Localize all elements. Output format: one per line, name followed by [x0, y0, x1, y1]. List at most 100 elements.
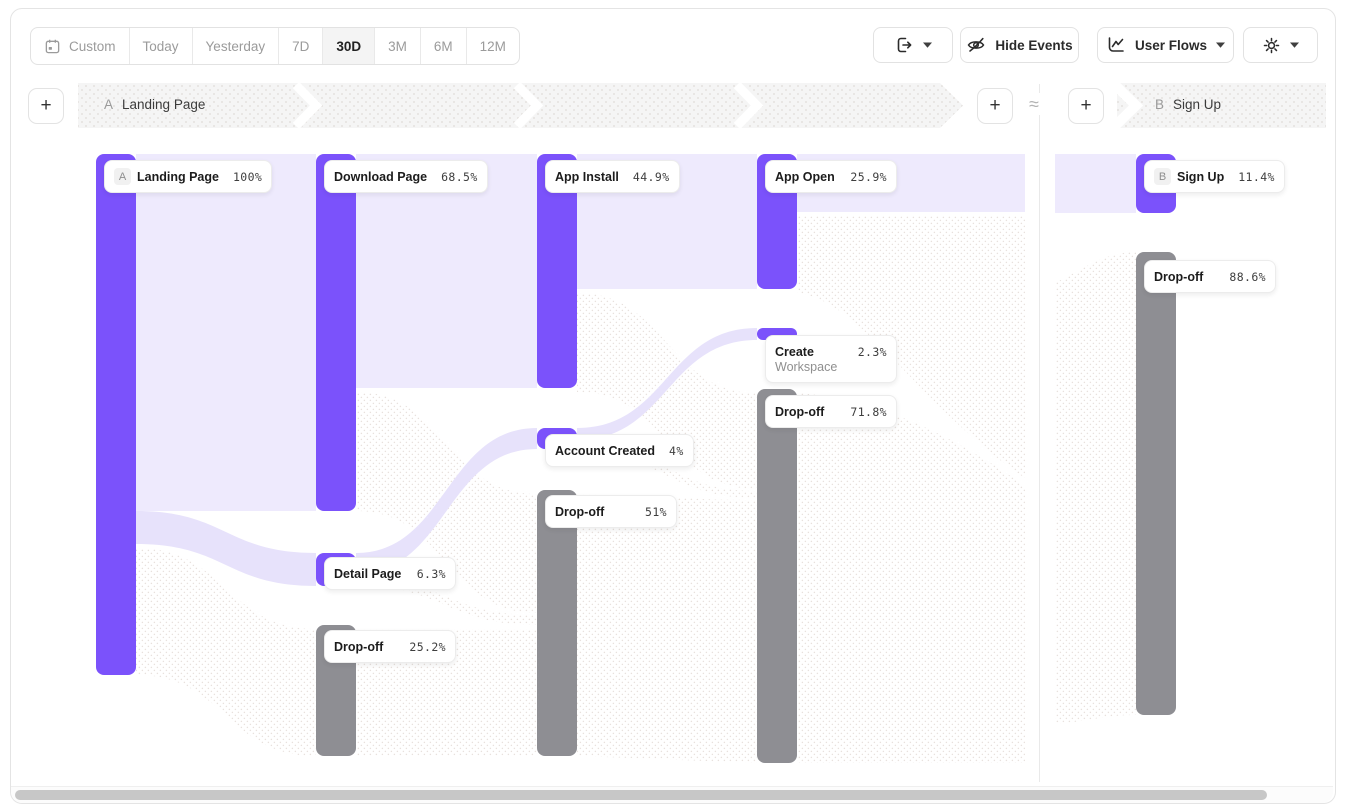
date-range-3m[interactable]: 3M: [374, 28, 420, 64]
flow-in-to-dropoff-b: [1055, 252, 1136, 724]
node-name-line2: Workspace: [775, 359, 838, 374]
date-range-6m[interactable]: 6M: [419, 28, 466, 64]
funnel-b-header-band[interactable]: [1110, 80, 1326, 131]
eye-off-icon: [967, 37, 985, 52]
flow-account-to-workspace: [577, 328, 757, 440]
gear-icon: [1263, 37, 1280, 53]
node-bar-dropoff-2[interactable]: [537, 490, 577, 756]
funnel-b-letter: B: [1155, 97, 1165, 112]
node-percent: 2.3%: [857, 344, 887, 359]
add-step-button-left[interactable]: +: [28, 88, 64, 124]
node-label-detail-page[interactable]: Detail Page 6.3%: [324, 557, 456, 590]
flow-in-to-signup: [1055, 154, 1136, 213]
node-percent: 100%: [232, 169, 263, 184]
node-label-account-created[interactable]: Account Created 4%: [545, 434, 694, 467]
node-percent: 68.5%: [441, 169, 478, 184]
funnel-a-header[interactable]: A Landing Page: [104, 97, 205, 112]
node-bar-landing-page[interactable]: [96, 154, 136, 675]
node-name: Download Page: [334, 169, 428, 184]
flow-dropoff-out: [797, 393, 1025, 763]
date-range-custom[interactable]: Custom: [31, 28, 129, 64]
flow-appinstall-to-dropoff: [577, 293, 757, 489]
node-name: App Open: [775, 169, 835, 184]
approx-symbol: ≈: [1026, 93, 1042, 115]
node-percent: 25.2%: [409, 639, 446, 654]
node-name: Landing Page: [137, 169, 219, 184]
calendar-icon: [45, 39, 60, 53]
node-percent: 44.9%: [632, 169, 670, 184]
header-chevron-separator: [513, 81, 544, 130]
add-step-button-mid[interactable]: +: [977, 88, 1013, 124]
date-range-today[interactable]: Today: [128, 28, 192, 64]
view-selector-label: User Flows: [1134, 37, 1208, 53]
node-name: Sign Up: [1177, 169, 1225, 184]
funnel-b-header[interactable]: B Sign Up: [1155, 97, 1221, 112]
node-percent: 88.6%: [1229, 269, 1266, 284]
funnel-a-badge: A: [114, 168, 131, 185]
flow-landing-to-detail: [136, 511, 316, 586]
node-label-sign-up[interactable]: B Sign Up 11.4%: [1144, 160, 1285, 193]
add-step-button-right[interactable]: +: [1068, 88, 1104, 124]
node-percent: 25.9%: [850, 169, 887, 184]
node-name: Drop-off: [334, 639, 384, 654]
node-percent: 6.3%: [416, 566, 446, 581]
view-selector-button[interactable]: User Flows: [1097, 27, 1234, 63]
funnel-a-header-band[interactable]: [78, 81, 963, 130]
node-name: Detail Page: [334, 566, 402, 581]
caret-down-icon: [1290, 42, 1299, 48]
flow-landing-to-download: [136, 154, 316, 511]
horizontal-scrollbar-thumb[interactable]: [15, 790, 1267, 800]
flow-chart-icon: [1108, 37, 1124, 52]
node-percent: 71.8%: [850, 404, 887, 419]
date-range-12m[interactable]: 12M: [465, 28, 519, 64]
funnel-a-letter: A: [104, 97, 114, 112]
node-name: Drop-off: [775, 404, 825, 419]
settings-button[interactable]: [1243, 27, 1318, 63]
conversion-flows: [136, 154, 1136, 586]
header-chevron-separator: [292, 81, 323, 130]
export-icon: [897, 37, 912, 53]
header-chevron-separator: [733, 81, 764, 130]
node-label-dropoff-b[interactable]: Drop-off 88.6%: [1144, 260, 1276, 293]
export-button[interactable]: [873, 27, 953, 63]
funnel-b-badge: B: [1154, 168, 1171, 185]
node-name: Drop-off: [1154, 269, 1204, 284]
flow-landing-to-dropoff: [136, 548, 316, 756]
flow-detail-to-account: [356, 428, 537, 574]
node-name: Account Created: [555, 443, 656, 458]
funnel-a-label: Landing Page: [122, 97, 206, 112]
horizontal-scrollbar-track[interactable]: [11, 786, 1333, 803]
hide-events-label: Hide Events: [995, 37, 1073, 53]
caret-down-icon: [1216, 42, 1226, 48]
node-name: Drop-off: [555, 504, 605, 519]
node-label-dropoff-2[interactable]: Drop-off 51%: [545, 495, 677, 528]
hide-events-button[interactable]: Hide Events: [960, 27, 1079, 63]
flow-dropoff-continue-2: [577, 494, 757, 763]
date-range-selector: Custom Today Yesterday 7D 30D 3M 6M 12M: [30, 27, 520, 65]
date-range-label: Custom: [69, 38, 116, 54]
node-label-app-open[interactable]: App Open 25.9%: [765, 160, 897, 193]
node-bar-app-install[interactable]: [537, 154, 577, 388]
node-label-download-page[interactable]: Download Page 68.5%: [324, 160, 488, 193]
node-name: App Install: [555, 169, 619, 184]
node-label-app-install[interactable]: App Install 44.9%: [545, 160, 680, 193]
funnel-b-label: Sign Up: [1173, 97, 1222, 112]
node-label-create-workspace[interactable]: Create 2.3% Workspace: [765, 335, 897, 383]
flow-download-to-appinstall: [356, 154, 537, 388]
node-bar-dropoff-b[interactable]: [1136, 252, 1176, 715]
date-range-yesterday[interactable]: Yesterday: [191, 28, 279, 64]
node-bar-download-page[interactable]: [316, 154, 356, 511]
node-name: Create: [775, 344, 814, 359]
node-label-dropoff-3[interactable]: Drop-off 71.8%: [765, 395, 897, 428]
node-percent: 4%: [669, 443, 684, 458]
node-label-landing-page[interactable]: A Landing Page 100%: [104, 160, 273, 193]
node-label-dropoff-1[interactable]: Drop-off 25.2%: [324, 630, 456, 663]
node-percent: 11.4%: [1238, 169, 1275, 184]
caret-down-icon: [923, 42, 932, 48]
date-range-7d[interactable]: 7D: [278, 28, 322, 64]
funnel-divider: [1039, 84, 1040, 782]
date-range-30d-active[interactable]: 30D: [322, 28, 375, 64]
node-bar-dropoff-3[interactable]: [757, 389, 797, 763]
